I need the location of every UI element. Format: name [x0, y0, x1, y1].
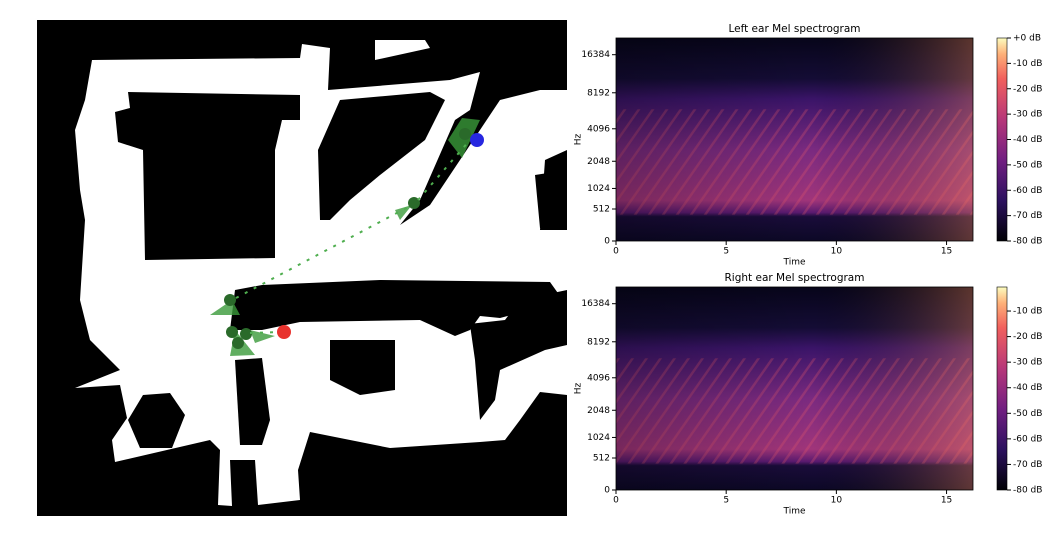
y-tick-label: 1024 — [587, 184, 610, 194]
x-tick-label: 10 — [831, 496, 843, 506]
colorbar-tick-label: -50 dB — [1013, 409, 1042, 419]
y-tick-label: 0 — [604, 237, 610, 247]
colorbar-tick-label: -60 dB — [1013, 434, 1042, 444]
colorbar-tick-label: -50 dB — [1013, 160, 1042, 170]
x-tick-label: 5 — [723, 496, 729, 506]
plot-frame — [615, 37, 974, 242]
colorbar-tick-label: -80 dB — [1013, 237, 1042, 247]
x-tick-label: 0 — [613, 247, 619, 257]
colorbar-tick-label: -10 dB — [1013, 307, 1042, 317]
colorbar-tick-label: -20 dB — [1013, 332, 1042, 342]
plot-frame — [615, 286, 974, 491]
spectrogram: Right ear Mel spectrogram 0 512 1024 2048 409… — [574, 272, 1043, 517]
colorbar-tick-label: -30 dB — [1013, 358, 1042, 368]
spectrogram: Left ear Mel spectrogram 0 512 1024 2048 4096… — [574, 23, 1043, 268]
y-tick-label: 16384 — [581, 50, 610, 60]
y-tick-label: 512 — [593, 204, 610, 214]
y-tick-label: 2048 — [587, 406, 610, 416]
x-tick-label: 0 — [613, 496, 619, 506]
y-tick-label: 8192 — [587, 337, 610, 347]
y-tick-label: 4096 — [587, 124, 610, 134]
y-tick-label: 16384 — [581, 299, 610, 309]
map — [37, 20, 567, 516]
x-tick-label: 10 — [831, 247, 843, 257]
colorbar-tick-label: -40 dB — [1013, 135, 1042, 145]
colorbar-tick-label: -30 dB — [1013, 110, 1042, 120]
chart-title: Right ear Mel spectrogram — [725, 272, 865, 284]
x-axis-label: Time — [782, 507, 805, 517]
y-tick-label: 0 — [604, 486, 610, 496]
y-tick-label: 512 — [593, 453, 610, 463]
y-tick-label: 4096 — [587, 373, 610, 383]
colorbar-tick-label: -80 dB — [1013, 486, 1042, 496]
colorbar-tick-label: -70 dB — [1013, 460, 1042, 470]
spectrogram-shade — [616, 287, 973, 490]
colorbar-tick-label: +0 dB — [1013, 34, 1041, 44]
y-tick-label: 1024 — [587, 433, 610, 443]
colorbar — [996, 286, 1008, 491]
x-axis-label: Time — [782, 258, 805, 268]
y-tick-label: 2048 — [587, 157, 610, 167]
y-axis-label: Hz — [574, 133, 584, 145]
x-tick-label: 15 — [941, 496, 952, 506]
colorbar — [996, 37, 1008, 242]
x-tick-label: 15 — [941, 247, 952, 257]
colorbar-tick-label: -60 dB — [1013, 186, 1042, 196]
colorbar-tick-label: -20 dB — [1013, 84, 1042, 94]
spectrogram-shade — [616, 38, 973, 241]
colorbar-tick-label: -40 dB — [1013, 383, 1042, 393]
chart-title: Left ear Mel spectrogram — [728, 23, 860, 35]
colorbar-tick-label: -70 dB — [1013, 211, 1042, 221]
x-tick-label: 5 — [723, 247, 729, 257]
y-tick-label: 8192 — [587, 88, 610, 98]
colorbar-tick-label: -10 dB — [1013, 59, 1042, 69]
y-axis-label: Hz — [574, 382, 584, 394]
